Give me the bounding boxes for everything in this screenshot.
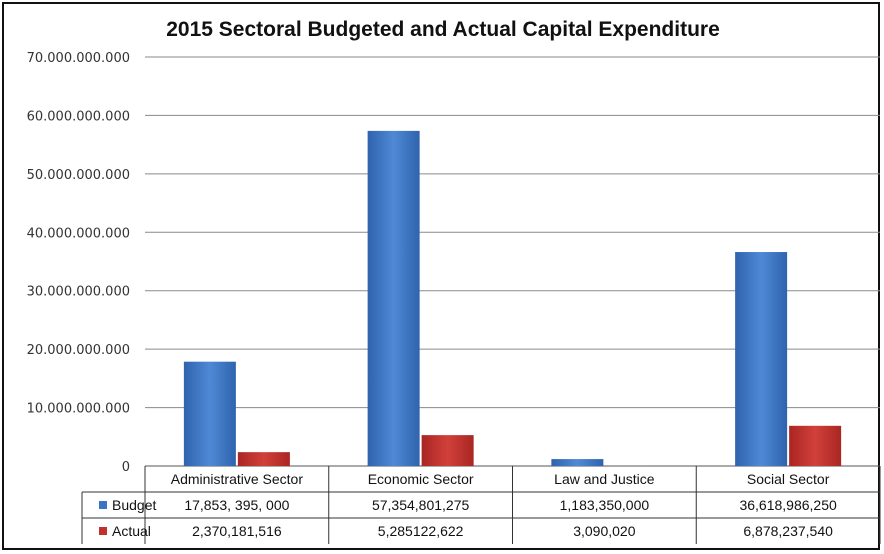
bars	[183, 130, 842, 466]
category-label: Law and Justice	[554, 471, 655, 487]
y-tick-label: 70.000.000.000	[27, 51, 130, 66]
y-tick-label: 60.000.000.000	[27, 109, 130, 124]
category-label: Economic Sector	[368, 471, 474, 487]
budget-bar	[367, 130, 420, 466]
actual-bar	[421, 435, 474, 466]
actual-bar	[237, 452, 290, 466]
y-tick-label: 10.000.000.000	[27, 402, 130, 417]
data-label: 6,878,237,540	[743, 523, 833, 539]
data-label: 57,354,801,275	[372, 497, 470, 513]
data-label: 1,183,350,000	[560, 497, 650, 513]
category-label: Administrative Sector	[171, 471, 304, 487]
y-tick-label: 20.000.000.000	[27, 343, 130, 358]
data-label: 5,285122,622	[378, 523, 464, 539]
category-label: Social Sector	[747, 471, 830, 487]
y-axis-ticks: 0 10.000.000.000 20.000.000.000 30.000.000.…	[27, 51, 130, 475]
chart-title: 2015 Sectoral Budgeted and Actual Capita…	[166, 18, 720, 41]
actual-legend-label: Actual	[112, 523, 151, 539]
budget-bar	[735, 252, 788, 466]
data-label: 36,618,986,250	[739, 497, 837, 513]
y-tick-label: 30.000.000.000	[27, 285, 130, 300]
data-table: Administrative Sector Economic Sector Law …	[81, 466, 881, 544]
actual-bar	[789, 425, 842, 466]
y-tick-label: 0	[122, 460, 130, 475]
budget-legend-key	[99, 501, 107, 509]
data-label: 17,853, 395, 000	[184, 497, 289, 513]
data-label: 3,090,020	[573, 523, 635, 539]
data-label: 2,370,181,516	[192, 523, 282, 539]
y-tick-label: 40.000.000.000	[27, 226, 130, 241]
actual-legend-key	[99, 527, 107, 535]
budget-bar	[551, 459, 604, 466]
y-tick-label: 50.000.000.000	[27, 168, 130, 183]
budget-bar	[183, 361, 236, 466]
budget-legend-label: Budget	[112, 497, 156, 513]
